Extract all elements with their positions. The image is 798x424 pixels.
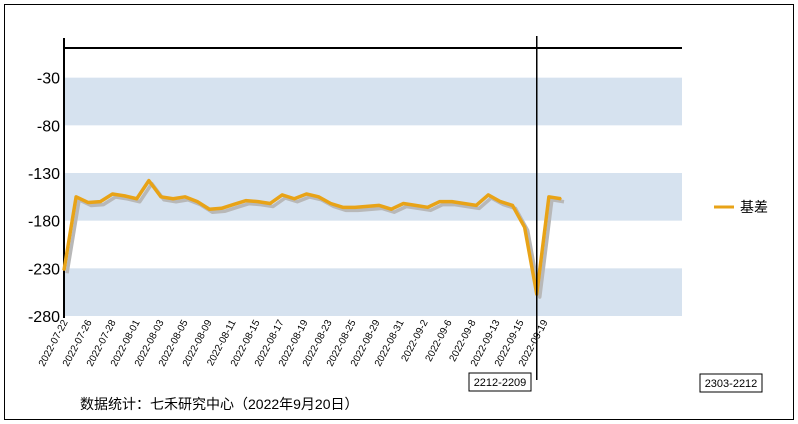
data-point [414,204,417,207]
data-point [281,194,283,196]
data-point [293,197,296,200]
data-point [317,196,320,198]
data-point [523,226,526,229]
data-point [329,202,332,205]
source-note: 数据统计：七禾研究中心（2022年9月20日） [80,396,359,412]
marker-label-box-left [468,372,532,392]
data-point [305,193,308,195]
band [64,173,682,221]
series-shadow [65,181,565,299]
data-point [232,203,235,206]
y-tick-label: -280 [28,309,60,326]
marker-label-right: 2303-2212 [705,378,758,390]
data-point [438,200,441,203]
data-point [160,196,162,198]
y-tick-label: -230 [28,261,60,278]
data-point [123,195,126,197]
data-point [87,201,90,204]
data-point [220,207,223,210]
y-tick-label: -180 [28,214,60,231]
data-point [354,206,356,209]
data-point [402,202,405,205]
series-layer [62,178,565,299]
data-point [499,200,502,203]
data-point [196,200,199,203]
data-point [99,200,102,203]
data-point [111,193,114,195]
data-point [560,197,562,200]
background-bands [64,77,682,316]
y-tick-label: -130 [28,166,60,183]
data-point [63,269,65,272]
marker-label-box-right [699,373,763,393]
data-point [269,202,271,205]
data-point [184,196,187,198]
marker-label-left: 2212-2209 [474,377,527,389]
data-point [378,204,380,207]
data-point [366,205,368,208]
y-tick-label: -30 [37,71,60,88]
data-point [135,197,138,200]
data-point [390,208,393,211]
band [64,77,682,126]
data-point [475,204,477,207]
data-point [451,200,453,203]
band [64,268,682,316]
data-point [342,206,344,209]
data-point [426,206,429,209]
data-point [172,197,174,200]
data-point [245,199,247,202]
data-point [487,194,490,196]
data-point [548,196,550,198]
y-tick-label: -80 [37,118,60,135]
data-point [208,208,211,211]
data-point [257,200,259,203]
data-point [148,179,150,182]
data-point [511,204,514,207]
data-point [463,202,465,205]
y-axis-ticks: -30 -80 -130 -180 -230 -280 [28,71,60,326]
data-point [75,196,77,198]
series-line-jicha [62,178,562,296]
legend-label: 基差 [740,199,768,215]
